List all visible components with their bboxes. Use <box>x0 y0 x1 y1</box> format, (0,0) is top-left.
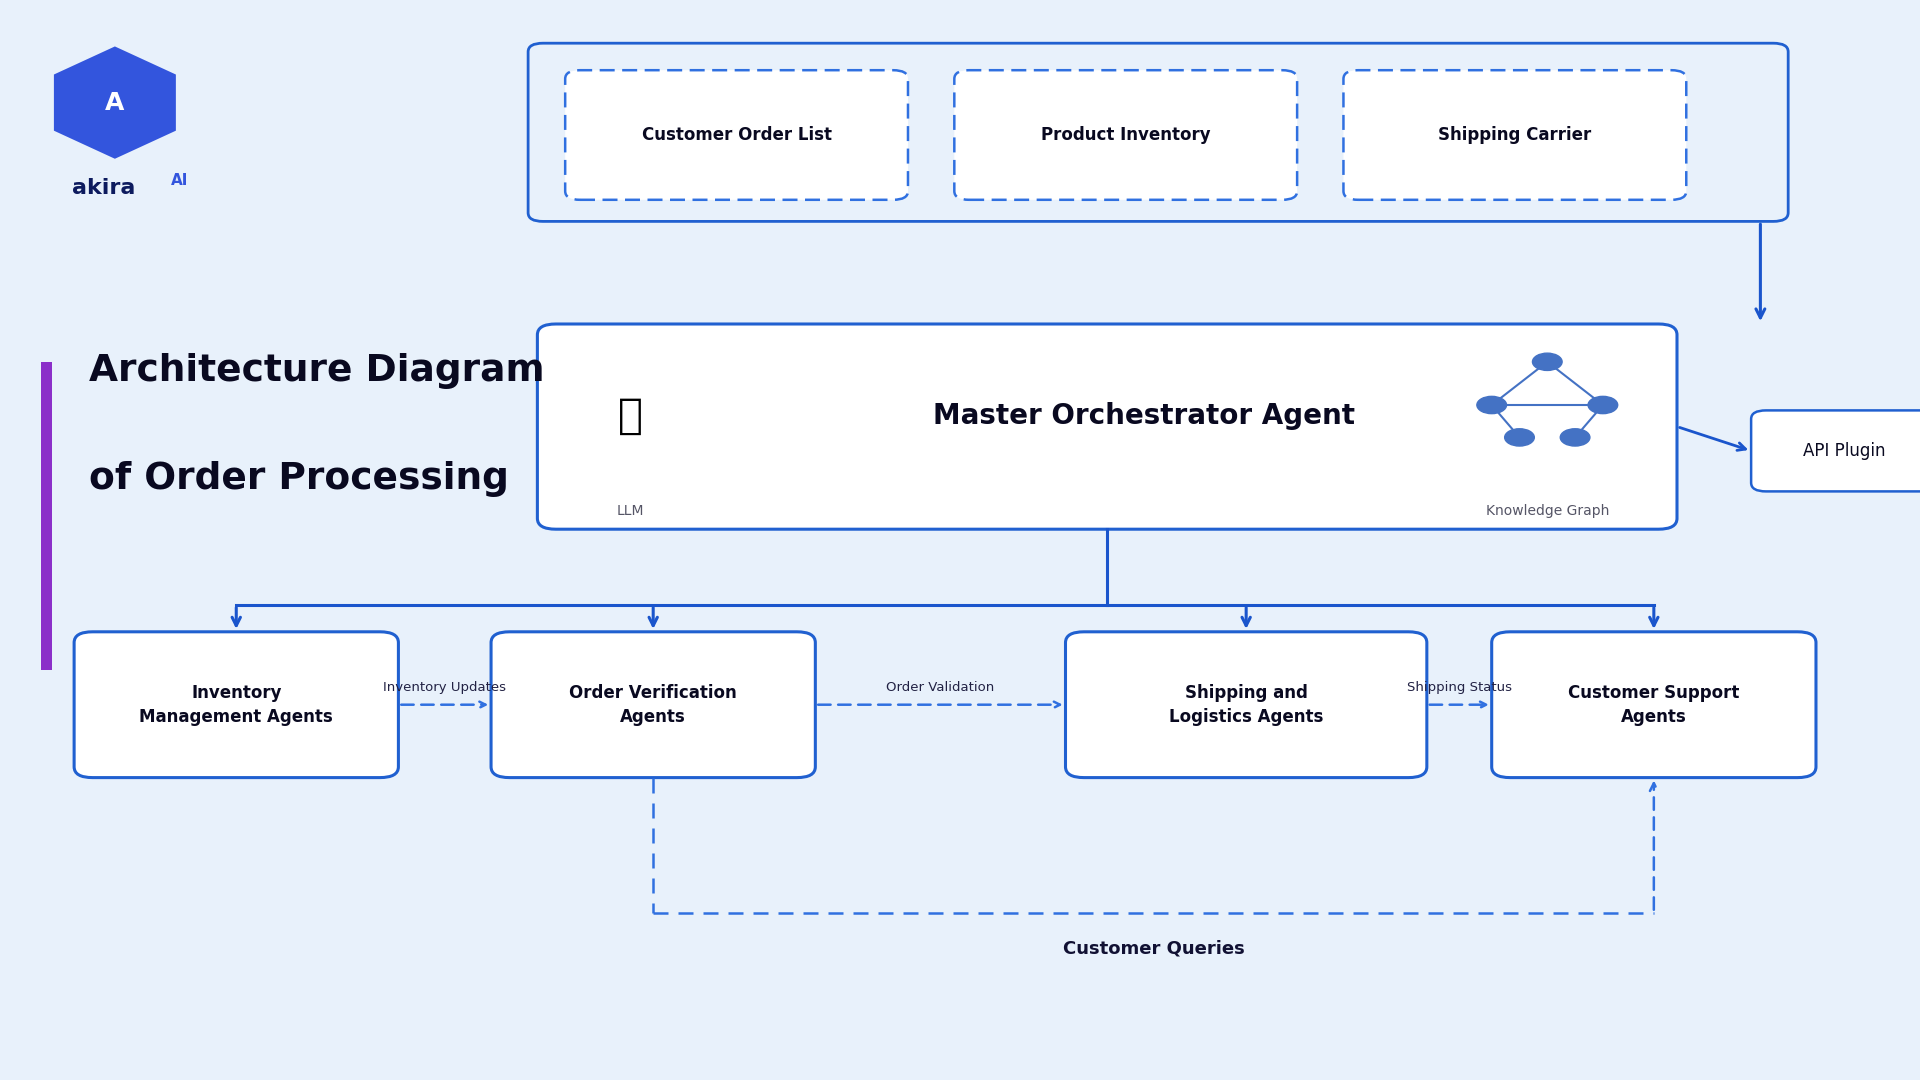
Text: Customer Order List: Customer Order List <box>641 126 831 144</box>
Text: akira: akira <box>73 178 136 199</box>
FancyBboxPatch shape <box>538 324 1676 529</box>
Circle shape <box>1532 353 1563 370</box>
Circle shape <box>1588 396 1619 414</box>
Text: Shipping and
Logistics Agents: Shipping and Logistics Agents <box>1169 684 1323 726</box>
Text: Product Inventory: Product Inventory <box>1041 126 1210 144</box>
Circle shape <box>1505 429 1534 446</box>
Text: LLM: LLM <box>616 504 643 518</box>
FancyBboxPatch shape <box>1066 632 1427 778</box>
Text: Order Verification
Agents: Order Verification Agents <box>570 684 737 726</box>
Text: Master Orchestrator Agent: Master Orchestrator Agent <box>933 402 1356 430</box>
Circle shape <box>1561 429 1590 446</box>
FancyBboxPatch shape <box>528 43 1788 221</box>
Circle shape <box>1476 396 1507 414</box>
Text: of Order Processing: of Order Processing <box>88 461 509 497</box>
Text: Shipping Status: Shipping Status <box>1407 680 1511 693</box>
FancyBboxPatch shape <box>954 70 1298 200</box>
Text: Inventory
Management Agents: Inventory Management Agents <box>140 684 334 726</box>
Text: API Plugin: API Plugin <box>1803 442 1885 460</box>
Text: Knowledge Graph: Knowledge Graph <box>1486 504 1609 518</box>
Text: Customer Support
Agents: Customer Support Agents <box>1569 684 1740 726</box>
Polygon shape <box>54 46 177 159</box>
Text: Inventory Updates: Inventory Updates <box>384 680 507 693</box>
Text: Customer Queries: Customer Queries <box>1062 940 1244 958</box>
FancyBboxPatch shape <box>492 632 816 778</box>
FancyBboxPatch shape <box>1492 632 1816 778</box>
FancyBboxPatch shape <box>40 362 52 670</box>
Text: A: A <box>106 91 125 114</box>
Text: Shipping Carrier: Shipping Carrier <box>1438 126 1592 144</box>
Text: Order Validation: Order Validation <box>887 680 995 693</box>
FancyBboxPatch shape <box>1751 410 1920 491</box>
Text: AI: AI <box>171 173 188 188</box>
Text: 🧠: 🧠 <box>618 395 643 436</box>
FancyBboxPatch shape <box>75 632 399 778</box>
FancyBboxPatch shape <box>564 70 908 200</box>
FancyBboxPatch shape <box>1344 70 1686 200</box>
Text: Architecture Diagram: Architecture Diagram <box>88 353 545 389</box>
